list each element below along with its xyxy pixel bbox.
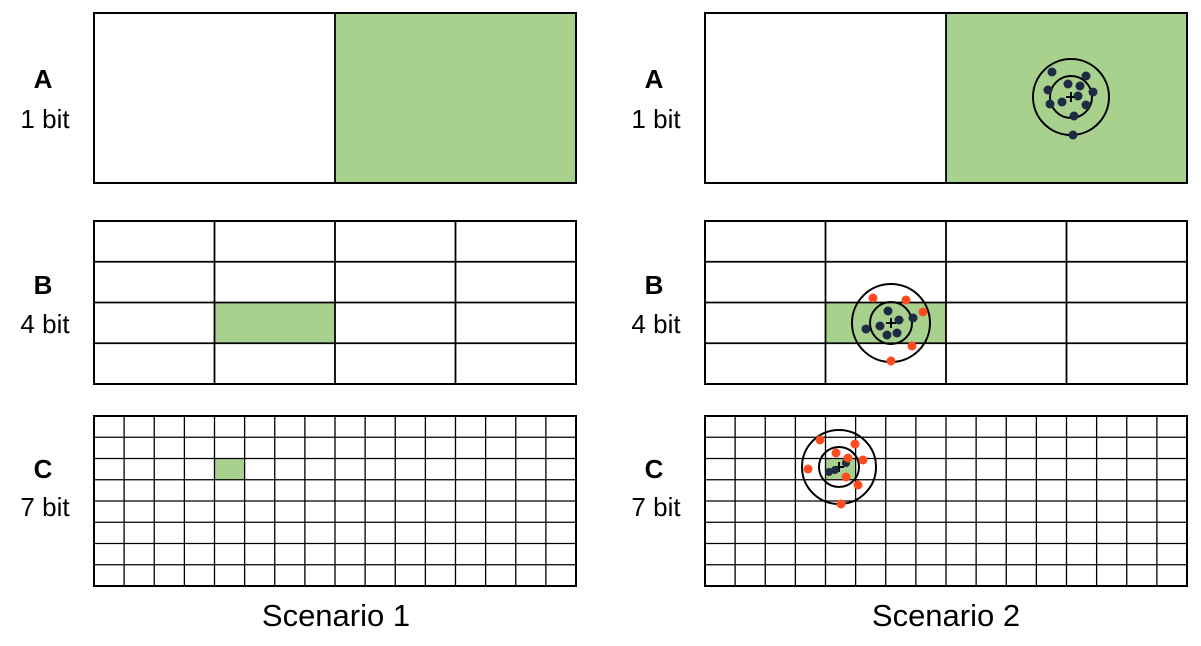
measurement-dot xyxy=(894,315,904,325)
panel-letter: B xyxy=(34,270,53,300)
measurement-target xyxy=(851,283,931,366)
highlighted-cell xyxy=(214,458,245,480)
scenario-2: A 1 bit xyxy=(631,12,1188,633)
scenario-1-panel-a: A 1 bit xyxy=(20,12,577,184)
measurement-dots xyxy=(861,306,918,340)
outlier-dot xyxy=(815,435,825,445)
panel-bits: 7 bit xyxy=(20,492,70,522)
measurement-dot xyxy=(1081,100,1091,110)
scenario-caption: Scenario 1 xyxy=(262,598,410,633)
outlier-dot xyxy=(918,307,928,317)
outlier-dot xyxy=(901,295,911,305)
grid-4-bit xyxy=(93,220,577,385)
measurement-dot xyxy=(892,328,902,338)
grid-border xyxy=(93,415,577,587)
measurement-dot xyxy=(1088,87,1098,97)
inner-ring xyxy=(818,446,860,488)
grid-1-bit xyxy=(704,12,1188,184)
grid-border xyxy=(93,220,577,385)
panel-bits: 4 bit xyxy=(20,309,70,339)
panel-bits: 7 bit xyxy=(631,492,681,522)
scenario-2-panel-c: C 7 bit xyxy=(631,415,1188,587)
grid-1-bit xyxy=(93,12,577,184)
measurement-dots xyxy=(1043,67,1098,140)
measurement-dot xyxy=(908,313,918,323)
panel-letter: A xyxy=(645,64,664,94)
inner-ring xyxy=(869,301,913,345)
measurement-dot xyxy=(861,324,871,334)
panel-bits: 1 bit xyxy=(631,104,681,134)
measurement-dot xyxy=(1045,99,1055,109)
measurement-dot xyxy=(875,321,885,331)
outlier-dot xyxy=(836,499,846,509)
outlier-dot xyxy=(850,439,860,449)
panel-letter: C xyxy=(34,454,53,484)
grid-7-bit xyxy=(704,415,1188,587)
measurement-dot xyxy=(1057,97,1067,107)
measurement-target xyxy=(801,429,877,509)
grid-4-bit xyxy=(704,220,1188,385)
panel-letter: B xyxy=(645,270,664,300)
measurement-dot xyxy=(1063,79,1073,89)
highlighted-cell xyxy=(214,302,335,344)
outlier-dots xyxy=(868,293,928,366)
measurement-dot xyxy=(1073,91,1083,101)
panel-letter: C xyxy=(645,454,664,484)
scenario-2-panel-b: B 4 bit xyxy=(631,220,1188,385)
measurement-dot xyxy=(1081,71,1091,81)
grid-7-bit xyxy=(93,415,577,587)
panel-bits: 4 bit xyxy=(631,309,681,339)
outlier-dot xyxy=(868,293,878,303)
measurement-dot xyxy=(1068,130,1078,140)
measurement-dot xyxy=(825,468,833,476)
scenario-caption: Scenario 2 xyxy=(872,598,1020,633)
grid-border xyxy=(704,415,1188,587)
outlier-dot xyxy=(841,472,851,482)
grid-border xyxy=(704,220,1188,385)
scenario-2-panel-a: A 1 bit xyxy=(631,12,1188,184)
grid-border xyxy=(93,12,577,184)
highlighted-cell xyxy=(335,13,576,183)
measurement-dot xyxy=(883,306,893,316)
measurement-dot xyxy=(1043,85,1053,95)
measurement-dot xyxy=(1047,67,1057,77)
crosshair-icon xyxy=(886,318,896,328)
outlier-dot xyxy=(907,341,917,351)
outlier-dot xyxy=(886,356,896,366)
outlier-dots xyxy=(803,435,868,509)
outlier-dot xyxy=(831,448,841,458)
scenario-1: A 1 bit B 4 bit C 7 bit Scenario 1 xyxy=(20,12,577,633)
outlier-dot xyxy=(853,480,863,490)
panel-bits: 1 bit xyxy=(20,104,70,134)
scenario-1-panel-c: C 7 bit xyxy=(20,415,577,587)
scenario-1-panel-b: B 4 bit xyxy=(20,220,577,385)
panel-letter: A xyxy=(34,64,53,94)
measurement-dot xyxy=(1069,111,1079,121)
outlier-dot xyxy=(803,464,813,474)
outlier-dot xyxy=(843,453,853,463)
outlier-dot xyxy=(858,455,868,465)
grid-border xyxy=(704,12,1188,184)
measurement-dot xyxy=(1075,81,1085,91)
measurement-target xyxy=(1032,58,1110,140)
measurement-dot xyxy=(882,330,892,340)
